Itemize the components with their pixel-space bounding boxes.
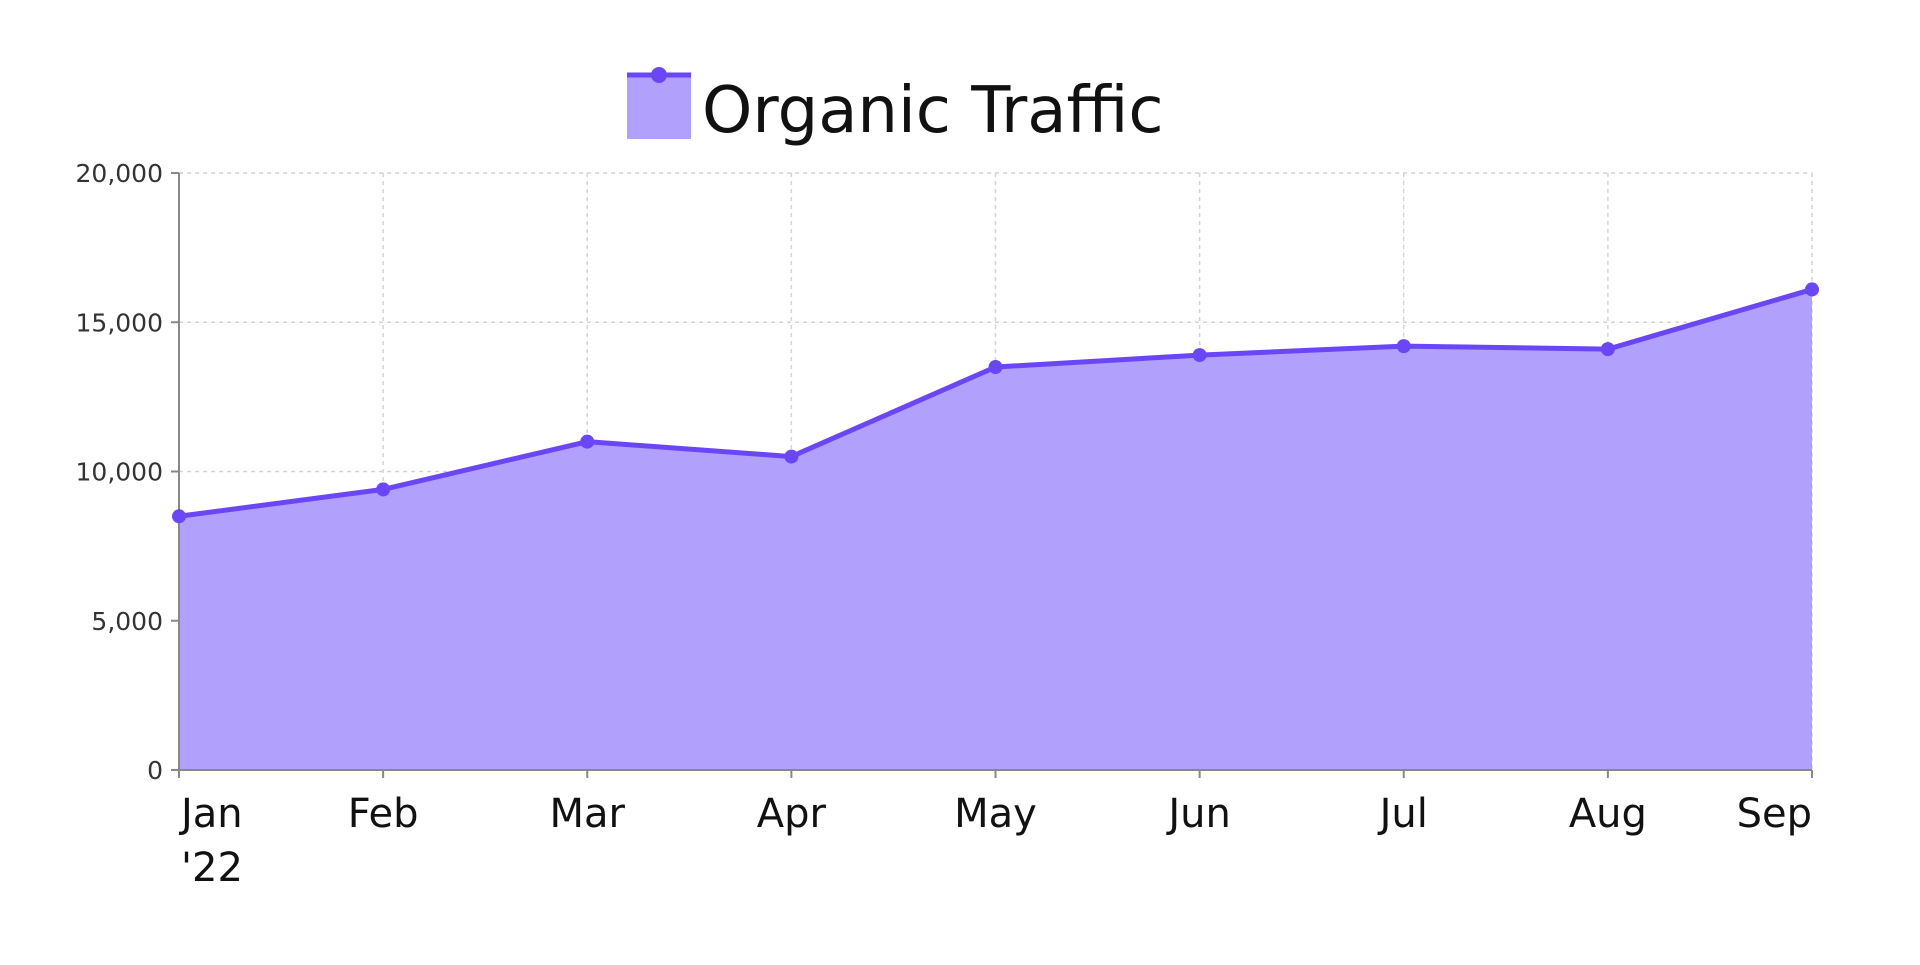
data-point-marker [172,509,186,524]
legend-label: Organic Traffic [702,74,1164,148]
y-tick-label: 0 [147,756,163,785]
x-tick-label: Jul [1377,791,1428,837]
data-point-marker [580,434,595,449]
legend-swatch-marker [651,67,667,83]
x-tick-label: Feb [348,791,419,837]
axis-layer: 0 5,000 10,000 15,000 20,000 Jan '22 Feb Mar Apr M… [76,159,1813,891]
data-point-marker [376,482,391,497]
data-point-marker [784,449,799,464]
marker-layer [172,282,1819,524]
data-point-marker [1805,282,1819,297]
y-tick-label: 5,000 [91,607,163,636]
data-point-marker [1600,342,1615,357]
x-tick-label: Aug [1569,791,1647,837]
data-point-marker [988,360,1003,375]
x-tick-label: May [954,791,1037,837]
series-area-organic-traffic [179,289,1812,770]
x-tick-label: Jan '22 [178,791,243,891]
x-tick-label: Apr [757,791,827,837]
x-tick-label: Mar [550,791,626,837]
x-tick-label: Jun [1165,791,1231,837]
y-tick-label: 10,000 [76,458,163,487]
x-tick-label: Sep [1737,791,1812,837]
data-point-marker [1396,339,1411,354]
y-tick-label: 20,000 [76,159,163,188]
legend-swatch [627,75,691,139]
y-tick-label: 15,000 [76,308,163,337]
legend: Organic Traffic [627,67,1164,148]
data-point-marker [1192,348,1207,363]
